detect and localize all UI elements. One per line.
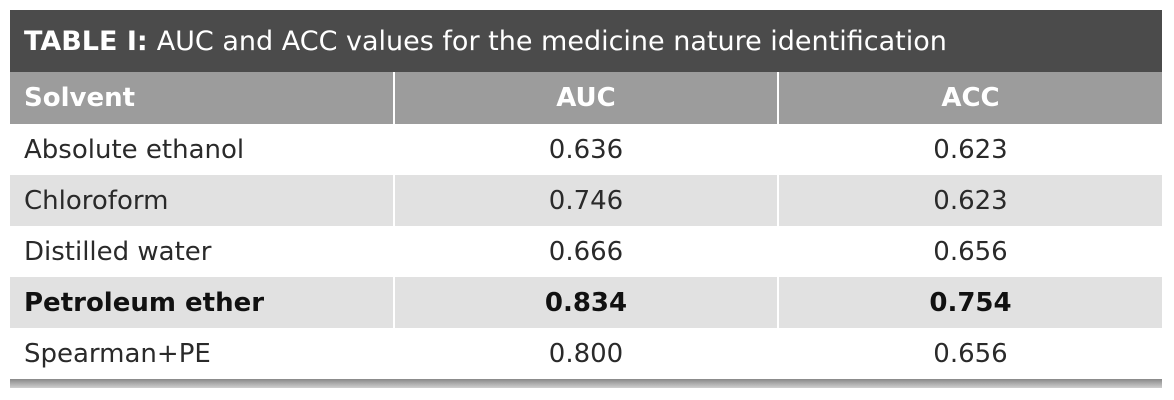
table-cell: 0.800 (393, 328, 777, 379)
table-row: Spearman+PE 0.800 0.656 (10, 328, 1162, 379)
table-cell: 0.754 (777, 277, 1162, 328)
title-text: AUC and ACC values for the medicine natu… (156, 25, 947, 57)
table-row: Distilled water 0.666 0.656 (10, 226, 1162, 277)
table-cell: Spearman+PE (24, 338, 211, 369)
table: TABLE I: AUC and ACC values for the medi… (10, 10, 1162, 388)
header-cell: Solvent (24, 83, 136, 113)
table-body: Absolute ethanol 0.636 0.623 Chloroform 0.74… (10, 124, 1162, 379)
table-cell: 0.834 (393, 277, 777, 328)
header-cell: AUC (393, 72, 777, 124)
header-row: Solvent AUC ACC (10, 72, 1162, 124)
table-cell: 0.746 (393, 175, 777, 226)
table-cell: 0.656 (777, 226, 1162, 277)
table-shadow (10, 379, 1162, 388)
title-label: TABLE I: (24, 25, 148, 57)
table-cell: Absolute ethanol (24, 134, 245, 165)
header-cell: ACC (777, 72, 1162, 124)
table-cell: 0.636 (393, 124, 777, 175)
table-row: Petroleum ether 0.834 0.754 (10, 277, 1162, 328)
table-cell: Distilled water (24, 236, 212, 267)
table-title: TABLE I: AUC and ACC values for the medi… (10, 10, 1162, 72)
table-cell: Petroleum ether (24, 287, 265, 318)
table-row: Absolute ethanol 0.636 0.623 (10, 124, 1162, 175)
table-cell: 0.666 (393, 226, 777, 277)
table-row: Chloroform 0.746 0.623 (10, 175, 1162, 226)
table-cell: 0.623 (777, 175, 1162, 226)
table-cell: Chloroform (24, 185, 169, 216)
table-cell: 0.656 (777, 328, 1162, 379)
table-cell: 0.623 (777, 124, 1162, 175)
